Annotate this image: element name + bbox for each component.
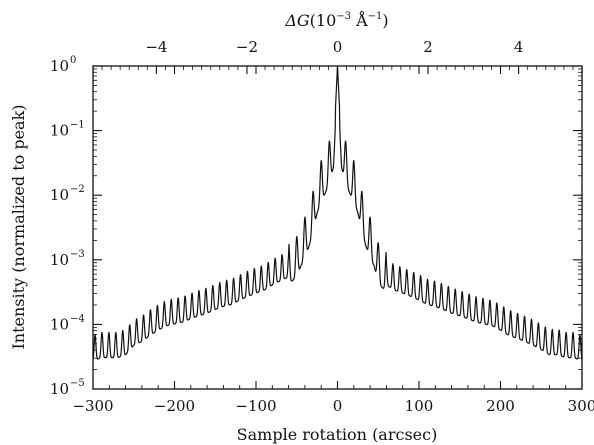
top-tick-label: 0 <box>333 38 343 56</box>
series-line <box>92 65 583 360</box>
top-axis-symbol: ΔG <box>284 11 310 30</box>
y-tick-label: 10 <box>50 57 69 75</box>
top-axis-title: ΔG(10−3 Å−1) <box>284 10 388 30</box>
top-tick-label: 4 <box>514 38 524 56</box>
y-tick-label: 10 <box>50 315 69 333</box>
x-tick-label: 200 <box>486 397 515 415</box>
y-tick-label: 10 <box>50 251 69 269</box>
x-axis-title: Sample rotation (arcsec) <box>237 425 438 444</box>
x-tick-label: −100 <box>235 397 276 415</box>
top-tick-label: −4 <box>145 38 167 56</box>
top-axis-unit-exp2: −1 <box>368 11 383 22</box>
x-tick-label: 100 <box>405 397 434 415</box>
top-axis-close: ) <box>382 11 388 30</box>
x-tick-label: 300 <box>568 397 594 415</box>
top-tick-label: −2 <box>236 38 258 56</box>
y-tick-exponent: 0 <box>70 55 76 66</box>
y-tick-label: 10 <box>50 380 69 398</box>
y-tick-exponent: −4 <box>70 313 85 324</box>
y-tick-exponent: −3 <box>70 249 85 260</box>
y-tick-exponent: −2 <box>70 184 85 195</box>
y-tick-label: 10 <box>50 186 69 204</box>
ticks-layer <box>92 65 583 390</box>
y-axis-title: Intensity (normalized to peak) <box>9 104 28 349</box>
y-tick-exponent: −1 <box>70 120 85 131</box>
plot-frame <box>92 65 583 390</box>
y-tick-label: 10 <box>50 122 69 140</box>
x-tick-label: −200 <box>154 397 195 415</box>
x-tick-label: 0 <box>333 397 343 415</box>
y-tick-exponent: −5 <box>70 378 85 389</box>
top-tick-label: 2 <box>423 38 433 56</box>
top-axis-unit-suffix: Å <box>351 10 368 30</box>
top-axis-unit-prefix: (10 <box>310 11 337 30</box>
top-axis-unit-exp: −3 <box>336 11 351 22</box>
x-tick-label: −300 <box>72 397 113 415</box>
